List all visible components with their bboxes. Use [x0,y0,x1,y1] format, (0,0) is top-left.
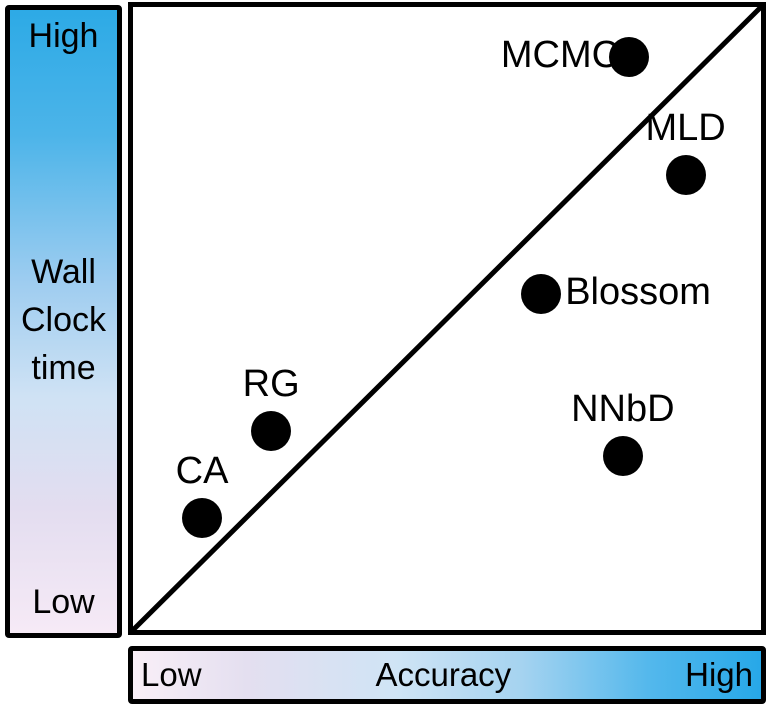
y-axis-title: Wall Clock time [20,252,107,387]
scatter-point-blossom [521,273,562,314]
scatter-point-label-blossom: Blossom [565,270,711,313]
y-axis-bar: High Wall Clock time Low [5,5,122,638]
x-axis-low-label: Low [141,656,202,693]
scatter-point-ca [182,497,223,538]
x-axis-bar: Low Accuracy High [128,646,766,704]
scatter-point-mcmc [609,36,650,77]
scatter-point-nnbd [602,435,643,476]
scatter-point-mld [665,155,706,196]
scatter-point-rg [251,410,292,451]
y-axis-low-label: Low [32,582,95,621]
x-axis-title: Accuracy [375,656,512,693]
scatter-point-label-mld: MLD [645,107,726,150]
scatter-point-label-rg: RG [242,362,300,405]
scatter-point-label-mcmc: MCMC [500,33,620,76]
diagonal-reference-line [133,7,761,630]
scatter-point-label-ca: CA [175,449,229,492]
x-axis-high-label: High [685,656,753,693]
plot-area: MCMC MLD Blossom NNbD RG CA [128,2,766,635]
y-axis-high-label: High [28,17,99,55]
scatter-point-label-nnbd: NNbD [571,387,675,430]
